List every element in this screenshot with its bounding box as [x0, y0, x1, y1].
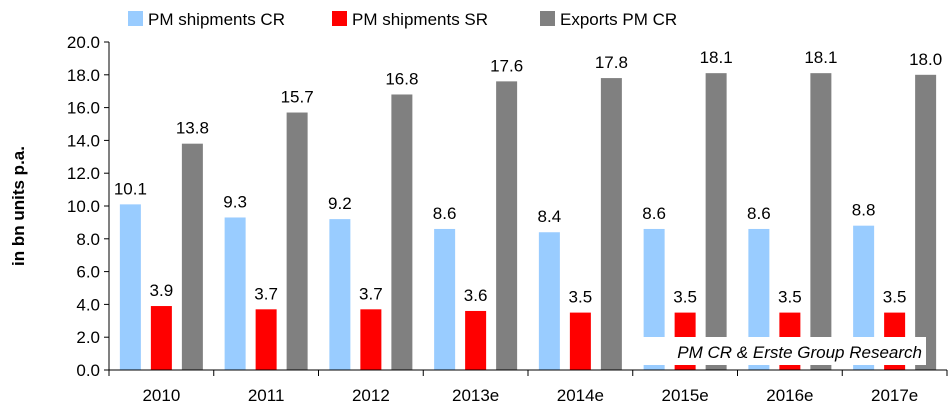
x-tick-label: 2012 — [352, 386, 390, 405]
data-label: 3.7 — [254, 284, 278, 303]
bar — [810, 73, 832, 370]
bar — [569, 312, 591, 370]
y-tick-label: 18.0 — [67, 66, 100, 85]
data-label: 3.9 — [150, 281, 174, 300]
data-label: 9.3 — [223, 192, 247, 211]
x-tick-label: 2015e — [661, 386, 708, 405]
x-tick-label: 2014e — [557, 386, 604, 405]
data-label: 9.2 — [328, 194, 352, 213]
data-label: 8.6 — [642, 204, 666, 223]
y-tick-label: 4.0 — [76, 295, 100, 314]
legend-label: Exports PM CR — [560, 10, 677, 29]
data-label: 18.1 — [804, 48, 837, 67]
source-annotation: PM CR & Erste Group Research — [677, 343, 922, 362]
y-tick-label: 10.0 — [67, 197, 100, 216]
bar — [853, 225, 875, 370]
y-tick-label: 6.0 — [76, 263, 100, 282]
bars: 10.1 9.3 9.2 8.6 8.4 8.6 8.6 8.8 3.9 3.7 3.7 3.6 3.5… — [114, 48, 942, 371]
legend-swatch — [128, 11, 143, 26]
x-axis: 2010 2011 2012 2013e 2014e 2015e 2016e 2017e — [108, 369, 948, 405]
legend: PM shipments CR PM shipments SR Exports PM… — [128, 10, 677, 29]
y-axis: 0.0 2.0 4.0 6.0 8.0 10.0 12.0 14.0 16.0 18.0 20.0 — [67, 33, 110, 380]
y-tick-label: 0.0 — [76, 361, 100, 380]
bar — [150, 306, 172, 370]
legend-label: PM shipments SR — [352, 10, 488, 29]
bar — [286, 112, 308, 371]
bar — [538, 232, 560, 370]
y-axis-label: in bn units p.a. — [9, 146, 28, 266]
bar — [224, 217, 246, 370]
x-tick-label: 2011 — [248, 386, 285, 405]
data-label: 10.1 — [114, 179, 147, 198]
data-label: 3.5 — [883, 288, 907, 307]
legend-label: PM shipments CR — [148, 10, 285, 29]
y-tick-label: 2.0 — [76, 328, 100, 347]
bar — [360, 309, 382, 370]
legend-swatch — [332, 11, 347, 26]
x-tick-label: 2010 — [142, 386, 180, 405]
bar — [465, 310, 487, 370]
bar — [255, 309, 277, 370]
bar — [915, 74, 937, 371]
data-label: 3.6 — [464, 286, 488, 305]
bar — [496, 81, 518, 371]
data-label: 8.4 — [538, 207, 562, 226]
x-tick-label: 2017e — [871, 386, 918, 405]
bar — [705, 73, 727, 370]
x-tick-label: 2016e — [766, 386, 813, 405]
y-tick-label: 12.0 — [67, 164, 100, 183]
bar — [643, 228, 665, 370]
data-label: 3.5 — [673, 288, 697, 307]
bar — [119, 204, 141, 370]
data-label: 3.7 — [359, 284, 383, 303]
data-label: 8.6 — [433, 204, 457, 223]
data-label: 18.1 — [700, 48, 733, 67]
y-tick-label: 14.0 — [67, 131, 100, 150]
y-tick-label: 8.0 — [76, 230, 100, 249]
y-tick-label: 20.0 — [67, 33, 100, 52]
data-label: 8.8 — [852, 201, 876, 220]
data-label: 18.0 — [909, 50, 942, 69]
data-label: 3.5 — [569, 288, 593, 307]
data-label: 16.8 — [385, 69, 418, 88]
x-tick-label: 2013e — [452, 386, 499, 405]
data-label: 13.8 — [176, 119, 209, 138]
legend-swatch — [540, 11, 555, 26]
bar — [748, 228, 770, 370]
data-label: 17.8 — [595, 53, 628, 72]
bar — [434, 228, 456, 370]
bar — [329, 219, 351, 370]
annotation-box — [622, 337, 926, 365]
data-label: 3.5 — [778, 288, 802, 307]
bar — [600, 78, 622, 370]
y-tick-label: 16.0 — [67, 99, 100, 118]
bar — [181, 143, 203, 370]
bar — [391, 94, 413, 370]
data-label: 15.7 — [281, 88, 314, 107]
data-label: 17.6 — [490, 56, 523, 75]
data-label: 8.6 — [747, 204, 771, 223]
